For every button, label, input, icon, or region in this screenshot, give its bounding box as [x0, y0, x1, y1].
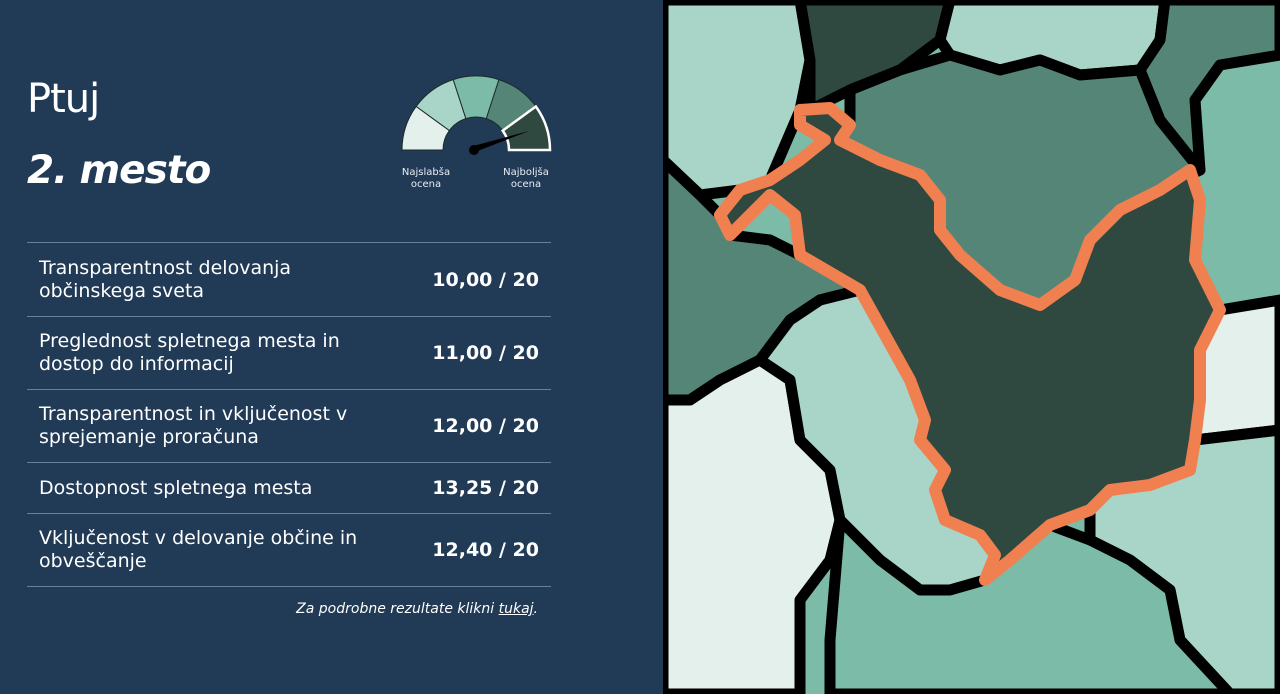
- footer-end: .: [533, 601, 538, 617]
- criterion-label: Transparentnost delovanja občinskega sve…: [39, 256, 292, 302]
- gauge-needle-hub: [469, 145, 479, 155]
- gauge-segment: [415, 78, 467, 132]
- details-footer: Za podrobne rezultate klikni tukaj.: [296, 601, 538, 617]
- footer-text: Za podrobne rezultate klikni: [296, 601, 499, 617]
- table-row: Vključenost v delovanje občine in obvešč…: [27, 514, 551, 587]
- rank-label: 2. mesto: [27, 148, 211, 193]
- score-gauge: Najslabša ocena Najboljša ocena: [390, 70, 560, 190]
- criterion-label: Transparentnost in vključenost v sprejem…: [39, 403, 348, 448]
- map-region[interactable]: [824, 514, 1236, 694]
- criterion-score: 13,25 / 20: [432, 477, 539, 499]
- gauge-chart: [401, 75, 552, 155]
- gauge-high-label: Najboljša ocena: [503, 167, 549, 190]
- ptuj-region[interactable]: [714, 102, 1226, 586]
- details-link[interactable]: tukaj: [498, 601, 534, 617]
- criterion-score: 11,00 / 20: [432, 342, 539, 364]
- gauge-segment: [401, 105, 451, 151]
- criterion-label: Preglednost spletnega mesta in dostop do…: [39, 330, 340, 375]
- table-row: Dostopnost spletnega mesta 13,25 / 20: [27, 463, 551, 514]
- map-region[interactable]: [1134, 0, 1280, 176]
- gauge-segment: [500, 104, 552, 152]
- criterion-label: Dostopnost spletnega mesta: [39, 476, 313, 499]
- criterion-score: 12,00 / 20: [432, 415, 539, 437]
- gauge-needle: [470, 131, 529, 154]
- criterion-score: 12,40 / 20: [432, 539, 539, 561]
- municipality-title: Ptuj: [27, 76, 100, 122]
- municipality-map[interactable]: [663, 0, 1280, 694]
- criterion-score: 10,00 / 20: [432, 268, 539, 291]
- table-row: Preglednost spletnega mesta in dostop do…: [27, 317, 551, 390]
- table-row: Transparentnost delovanja občinskega sve…: [27, 243, 551, 317]
- score-table: Transparentnost delovanja občinskega sve…: [27, 242, 551, 587]
- gauge-low-label: Najslabša ocena: [401, 167, 451, 190]
- gauge-segment: [452, 75, 500, 120]
- info-panel: Ptuj 2. mesto Najslabša ocena Najboljša …: [27, 70, 560, 617]
- criterion-label: Vključenost v delovanje občine in obvešč…: [39, 527, 358, 572]
- table-row: Transparentnost in vključenost v sprejem…: [27, 390, 551, 463]
